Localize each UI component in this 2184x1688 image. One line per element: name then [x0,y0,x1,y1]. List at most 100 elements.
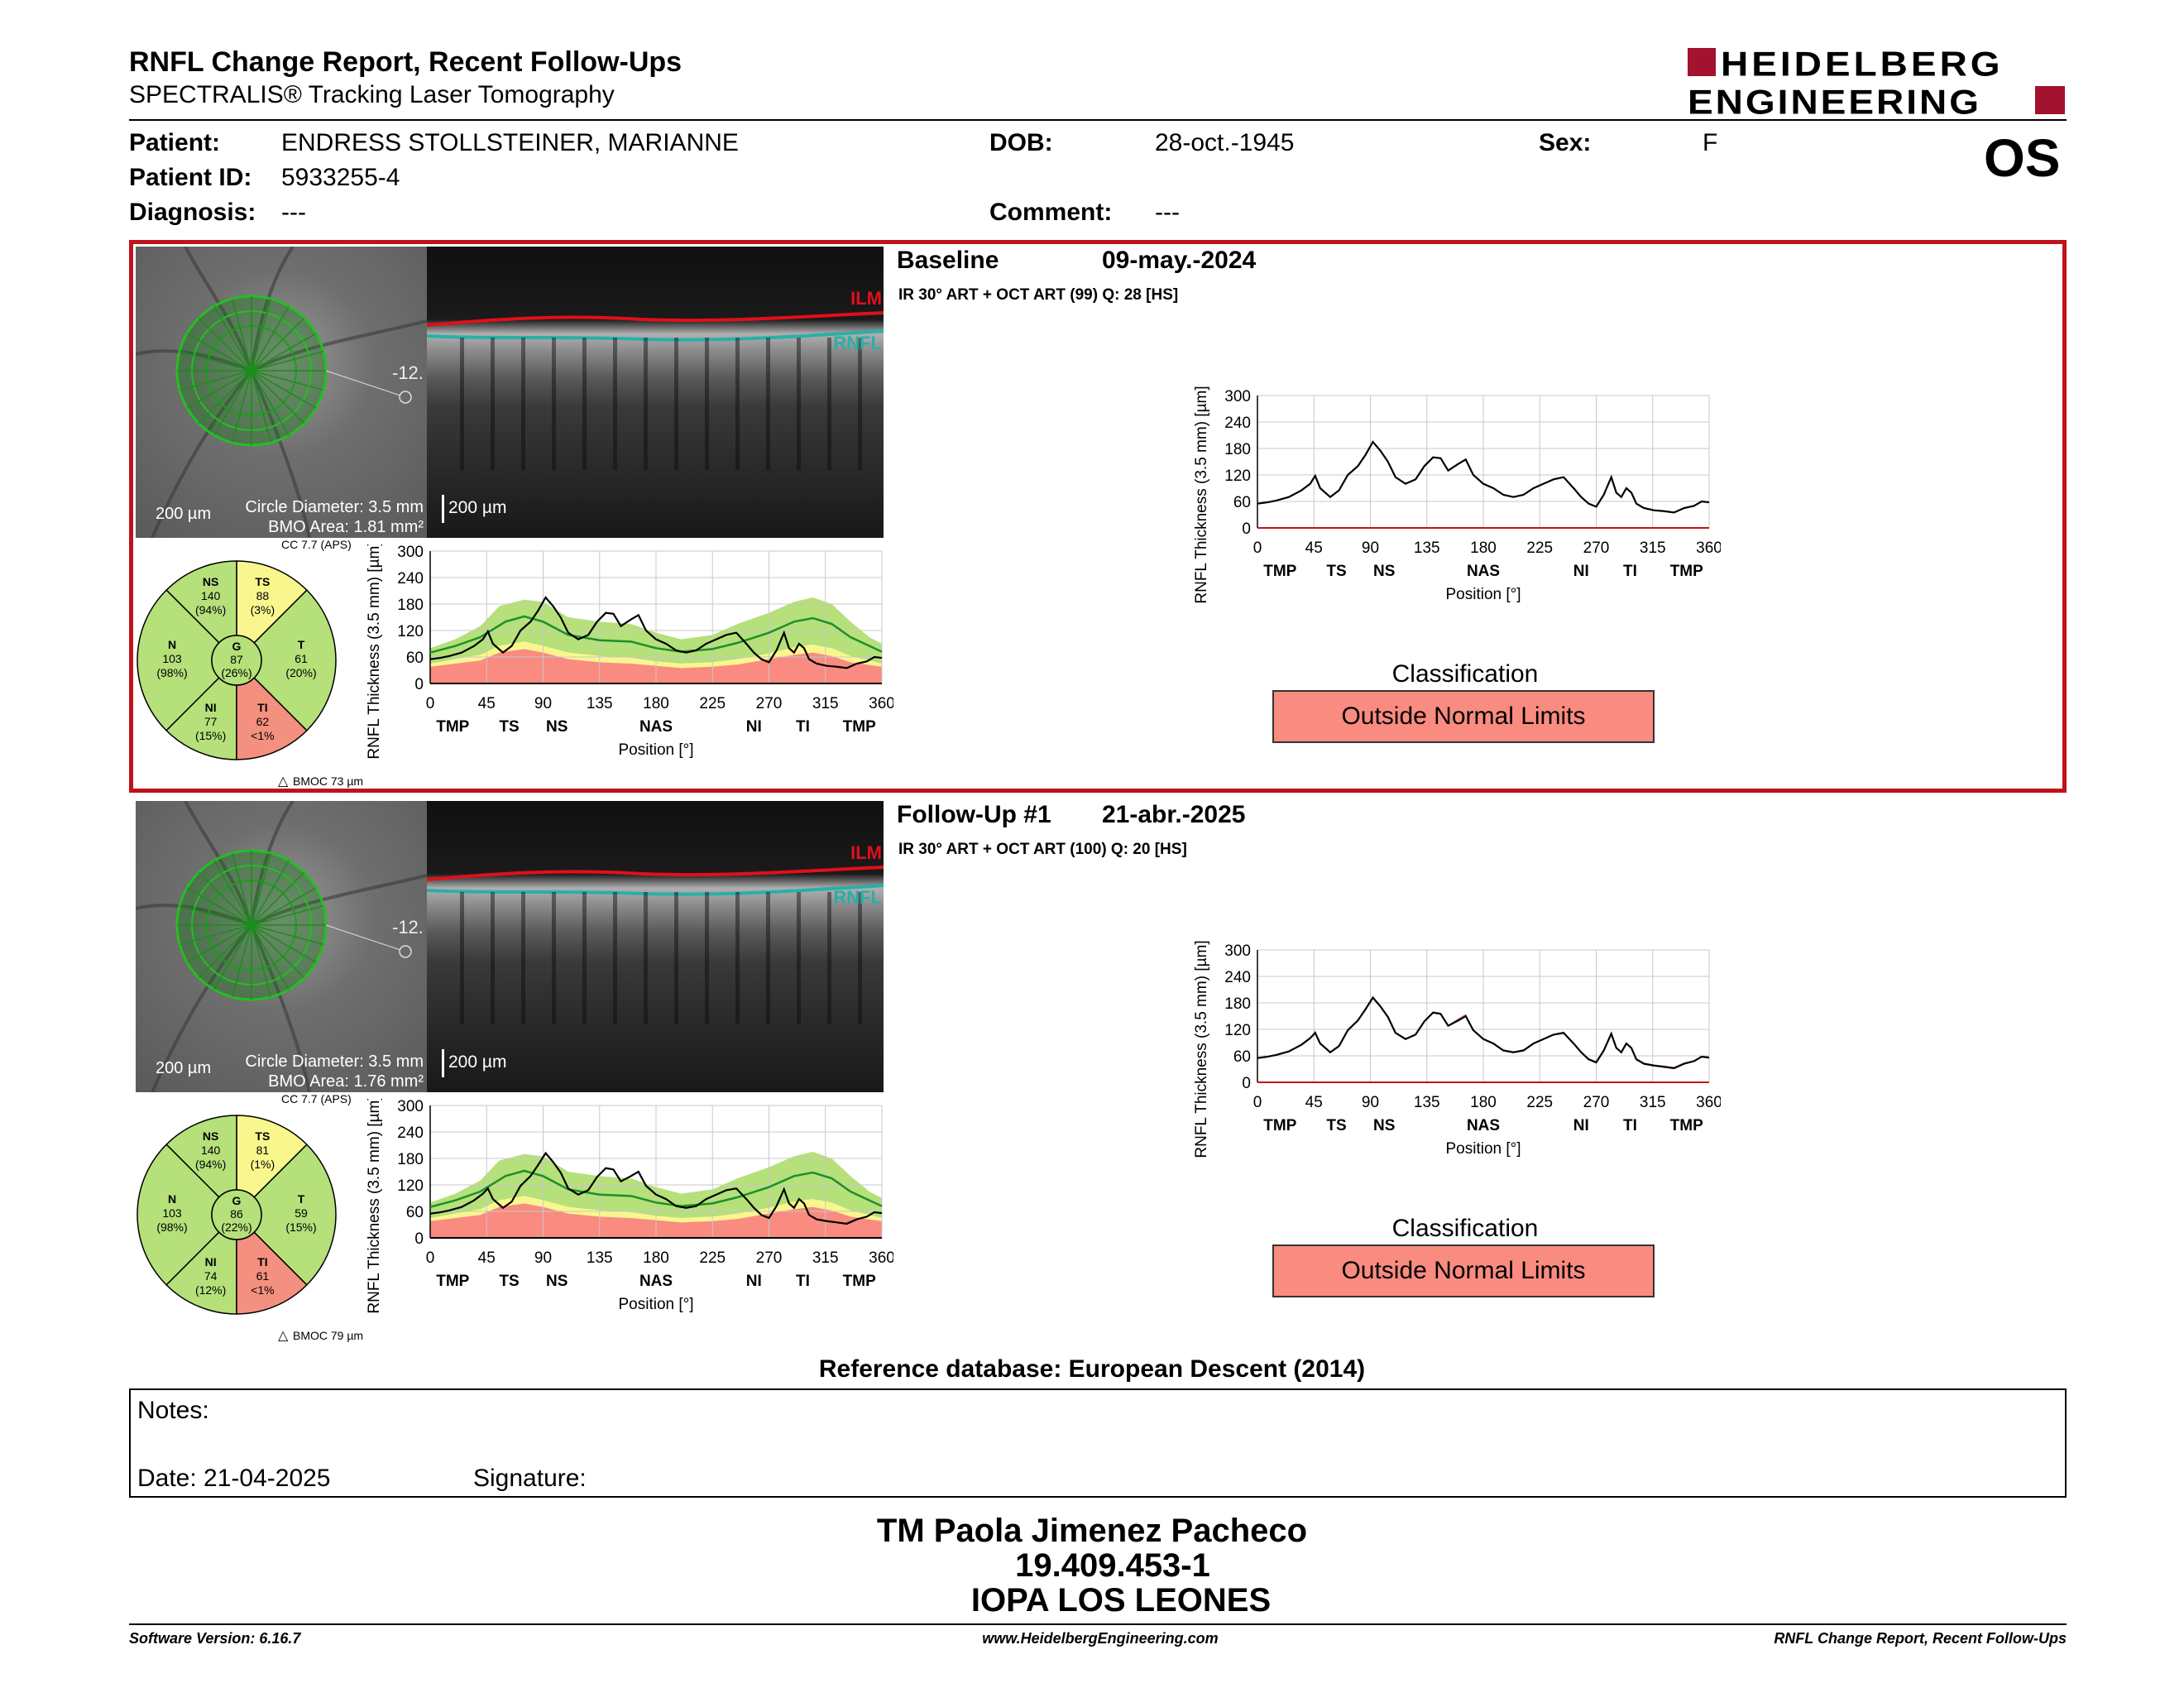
exam-date: 09-may.-2024 [1102,247,1257,274]
sector-n-name: N [168,638,176,651]
sector-ns-value: 140 [201,589,221,602]
sector-n-pct: (98%) [156,666,187,679]
software-version: Software Version: 6.16.7 [129,1630,301,1647]
vessel-shadow [613,338,617,470]
y-tick-label: 300 [1224,942,1251,960]
scan-info: IR 30° ART + OCT ART (100) Q: 20 [HS] [898,841,1187,858]
sector-ni-name: NI [205,701,217,714]
retinal-vessel [136,904,252,927]
vessel-shadow [582,338,587,470]
vessel-shadow [613,892,617,1024]
region-label: TMP [843,718,876,736]
sex-label: Sex: [1539,129,1592,156]
vessel-shadow [858,338,862,470]
x-tick-label: 270 [1583,539,1610,557]
fundus-image: -12. 200 µm Circle Diameter: 3.5 mm BMO Are… [136,247,427,538]
vessel-shadow [491,892,495,1024]
scan-info: IR 30° ART + OCT ART (99) Q: 28 [HS] [898,286,1179,304]
x-tick-label: 180 [1470,1094,1497,1111]
angle-pointer [325,924,401,951]
region-label: TI [1623,1117,1637,1134]
report-title: RNFL Change Report, Recent Follow-Ups [129,46,682,78]
sector-g-name: G [232,1194,242,1207]
x-tick-label: 270 [756,1249,783,1267]
fundus-image: -12. 200 µm Circle Diameter: 3.5 mm BMO Are… [136,801,427,1092]
y-tick-label: 0 [1242,1075,1251,1092]
brand-line-2: ENGINEERING [1688,82,1982,122]
retinal-vessel [250,247,295,372]
circle-diameter: Circle Diameter: 3.5 mm [245,1053,424,1071]
fundus-scale-label: 200 µm [156,505,212,523]
sector-ti-pct: <1% [251,1283,274,1297]
x-tick-label: 225 [1526,539,1553,557]
x-tick-label: 180 [1470,539,1497,557]
y-tick-label: 120 [1224,468,1251,485]
region-label: NS [1373,563,1395,580]
x-tick-label: 180 [643,1249,669,1267]
thickness-profile-change-chart: 0 60 120 180 240 300 0 45 90 135 180 225 270 315 360 TM… [1193,386,1721,603]
region-label: NAS [1467,1117,1500,1134]
sector-ni-pct: (12%) [195,1283,226,1297]
sector-g-value: 86 [230,1207,243,1220]
rnfl-label: RNFL [833,333,882,353]
region-label: NAS [639,718,673,736]
y-tick-label: 180 [1224,995,1251,1013]
x-tick-label: 45 [478,1249,496,1267]
x-tick-label: 315 [1640,539,1666,557]
y-tick-label: 120 [397,1177,424,1195]
x-tick-label: 225 [1526,1094,1553,1111]
region-label: TS [499,718,519,736]
vessel-shadow [582,892,587,1024]
retinal-vessel [151,369,253,538]
scan-radial-line [198,370,252,424]
bmoc-label: BMOC 73 µm [293,774,364,788]
y-tick-label: 300 [397,1099,424,1115]
x-tick-label: 360 [869,1249,893,1267]
vessel-shadow [460,338,464,470]
website-link[interactable]: www.HeidelbergEngineering.com [982,1630,1219,1647]
x-tick-label: 135 [587,1249,613,1267]
x-tick-label: 0 [1253,539,1262,557]
bmoc-label: BMOC 79 µm [293,1329,364,1342]
vessel-shadow [797,892,801,1024]
cc-label: CC 7.7 (APS) [281,538,352,551]
region-label: TMP [1263,563,1296,580]
notes-box: Notes: Date: 21-04-2025 Signature: [129,1388,2067,1498]
rnfl-thickness-line [1257,440,1710,514]
scan-radial-line [213,860,252,926]
cc-label: CC 7.7 (APS) [281,1092,352,1105]
region-label: TS [1326,563,1346,580]
diagnosis-value: --- [281,199,306,226]
vessel-shadow [797,338,801,470]
brand-line-1: HEIDELBERG [1721,44,2004,84]
y-tick-label: 0 [414,676,424,693]
sector-g [211,1189,262,1240]
vessel-shadow [674,892,678,1024]
sector-t-pct: (20%) [285,666,316,679]
vessel-shadow [460,892,464,1024]
region-label: TMP [843,1273,876,1290]
region-label: TMP [436,1273,469,1290]
oct-layer-overlay [427,311,884,470]
sector-ts-pct: (1%) [251,1158,275,1171]
rnfl-boundary [427,329,884,342]
x-tick-label: 225 [699,1249,726,1267]
ilm-label: ILM [850,842,882,863]
retinal-vessel [251,319,427,372]
vessel-shadow [552,892,556,1024]
oct-layer-overlay [427,866,884,1024]
comment-value: --- [1155,199,1180,226]
sector-ts-name: TS [255,575,270,588]
baseline-highlight-frame [129,240,2067,793]
region-label: TS [1326,1117,1346,1134]
sector-ns-name: NS [203,1129,218,1143]
x-axis-label: Position [°] [1445,586,1521,603]
oct-scale-label: 200 µm [448,1053,507,1072]
scan-radial-line [251,887,317,926]
vessel-shadow [827,892,831,1024]
scan-radial-line [251,350,324,372]
x-tick-label: 360 [1696,539,1721,557]
scan-radial-line [198,924,252,979]
y-tick-label: 120 [1224,1022,1251,1039]
brand-logo: HEIDELBERG ENGINEERING [1688,44,2068,122]
